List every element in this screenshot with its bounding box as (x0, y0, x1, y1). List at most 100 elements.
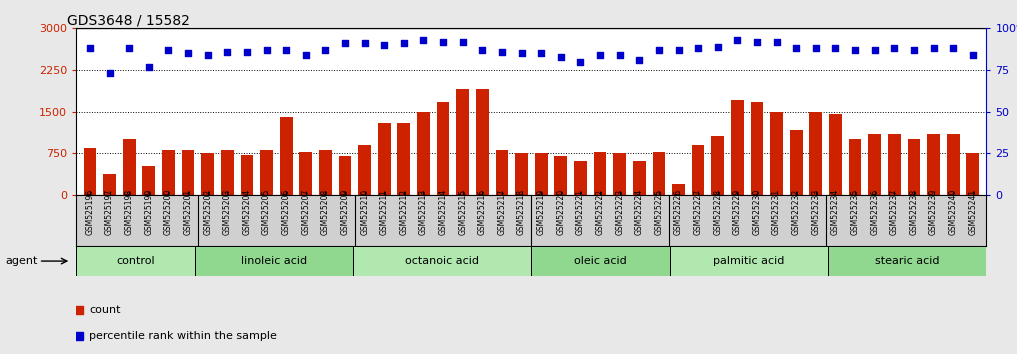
Bar (299, 152, 312, 195)
Bar (162, 150, 175, 195)
Bar (476, 89, 489, 195)
Bar (828, 246, 986, 276)
Text: percentile rank within the sample: percentile rank within the sample (89, 331, 277, 341)
Bar (398, 122, 410, 195)
Bar (888, 134, 901, 195)
Bar (770, 112, 783, 195)
Bar (672, 184, 684, 195)
Point (474, 47, 490, 53)
Point (552, 54, 569, 59)
Text: count: count (89, 305, 120, 315)
Bar (531, 246, 670, 276)
Bar (535, 153, 547, 195)
Bar (280, 117, 293, 195)
Bar (692, 145, 705, 195)
Point (435, 39, 452, 45)
Text: linoleic acid: linoleic acid (241, 256, 307, 266)
Bar (928, 134, 940, 195)
Bar (594, 152, 606, 195)
Point (337, 40, 353, 46)
Bar (848, 139, 861, 195)
Bar (358, 145, 371, 195)
Point (239, 49, 255, 55)
Bar (731, 101, 743, 195)
Point (925, 45, 942, 51)
Text: octanoic acid: octanoic acid (406, 256, 479, 266)
Text: oleic acid: oleic acid (575, 256, 627, 266)
Point (199, 52, 216, 58)
Text: GDS3648 / 15582: GDS3648 / 15582 (67, 13, 190, 27)
Text: agent: agent (5, 256, 38, 266)
Bar (790, 130, 802, 195)
Bar (142, 166, 156, 195)
Bar (241, 155, 253, 195)
Point (278, 47, 294, 53)
Bar (319, 150, 332, 195)
Bar (653, 152, 665, 195)
Bar (711, 137, 724, 195)
Point (396, 40, 412, 46)
Bar (554, 156, 567, 195)
Bar (83, 148, 97, 195)
Point (749, 39, 765, 45)
Point (788, 45, 804, 51)
Point (632, 57, 648, 63)
Text: control: control (116, 256, 155, 266)
Bar (966, 153, 979, 195)
Point (376, 42, 393, 48)
Bar (670, 246, 828, 276)
Text: palmitic acid: palmitic acid (713, 256, 785, 266)
Point (670, 47, 686, 53)
Bar (339, 156, 352, 195)
Bar (574, 161, 587, 195)
Bar (123, 139, 135, 195)
Point (415, 37, 431, 43)
Point (220, 49, 236, 55)
Bar (221, 150, 234, 195)
Point (180, 51, 196, 56)
Point (886, 45, 902, 51)
Bar (353, 246, 531, 276)
Point (847, 47, 863, 53)
Bar (633, 161, 646, 195)
Point (161, 47, 177, 53)
Point (729, 37, 745, 43)
Bar (195, 246, 353, 276)
Point (514, 51, 530, 56)
Point (651, 47, 667, 53)
Bar (260, 150, 273, 195)
Bar (417, 112, 430, 195)
Bar (76, 246, 195, 276)
Point (906, 47, 922, 53)
Point (807, 45, 824, 51)
Bar (378, 122, 391, 195)
Point (573, 59, 589, 64)
Text: stearic acid: stearic acid (875, 256, 940, 266)
Point (710, 44, 726, 50)
Bar (201, 153, 215, 195)
Bar (613, 153, 626, 195)
Point (298, 52, 314, 58)
Point (964, 52, 980, 58)
Bar (516, 153, 528, 195)
Point (494, 49, 511, 55)
Point (690, 45, 706, 51)
Point (317, 47, 334, 53)
Point (121, 45, 137, 51)
Bar (495, 150, 508, 195)
Bar (457, 89, 469, 195)
Point (945, 45, 961, 51)
Point (866, 47, 883, 53)
Point (827, 45, 843, 51)
Bar (751, 102, 764, 195)
Point (102, 70, 118, 76)
Bar (810, 112, 822, 195)
Point (82, 45, 99, 51)
Point (258, 47, 275, 53)
Point (592, 52, 608, 58)
Point (455, 39, 471, 45)
Bar (869, 134, 881, 195)
Point (357, 40, 373, 46)
Point (533, 51, 549, 56)
Bar (436, 102, 450, 195)
